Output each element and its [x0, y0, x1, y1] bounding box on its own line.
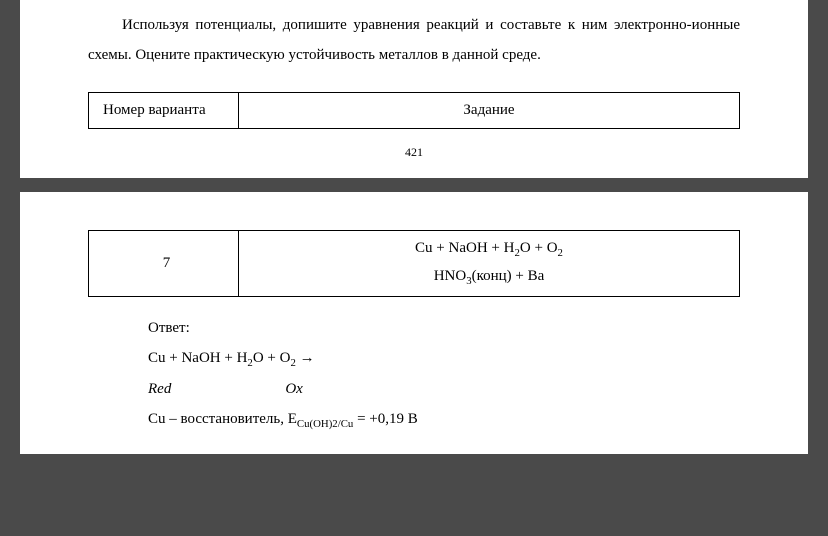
page-gap: [0, 178, 828, 192]
red-label: Red: [148, 381, 171, 397]
ox-label: Ox: [285, 374, 303, 404]
task-line-2: HNO3(конц) + Ba: [434, 268, 545, 284]
redox-labels: Red Ox: [148, 374, 740, 404]
answer-label: Ответ:: [148, 313, 740, 343]
page-upper: Используя потенциалы, допишите уравнения…: [20, 0, 808, 178]
task-line-1: Cu + NaOH + H2O + O2: [415, 240, 563, 256]
potential-line: Cu – восстановитель, ECu(OH)2/Cu = +0,19…: [148, 404, 740, 436]
table-header: Номер варианта Задание: [88, 92, 740, 129]
header-task-cell: Задание: [239, 93, 740, 129]
page-lower: 7 Cu + NaOH + H2O + O2 HNO3(конц) + Ba О…: [20, 192, 808, 454]
answer-block: Ответ: Cu + NaOH + H2O + O2 → Red Ox Cu –…: [148, 313, 740, 436]
header-variant-cell: Номер варианта: [89, 93, 239, 129]
variant-number-cell: 7: [89, 231, 239, 297]
table-row: 7 Cu + NaOH + H2O + O2 HNO3(конц) + Ba: [89, 231, 740, 297]
task-cell: Cu + NaOH + H2O + O2 HNO3(конц) + Ba: [239, 231, 740, 297]
page-number: 421: [88, 145, 740, 160]
instruction-paragraph: Используя потенциалы, допишите уравнения…: [88, 10, 740, 70]
answer-equation: Cu + NaOH + H2O + O2 →: [148, 343, 740, 375]
task-table: 7 Cu + NaOH + H2O + O2 HNO3(конц) + Ba: [88, 230, 740, 297]
table-row: Номер варианта Задание: [89, 93, 740, 129]
